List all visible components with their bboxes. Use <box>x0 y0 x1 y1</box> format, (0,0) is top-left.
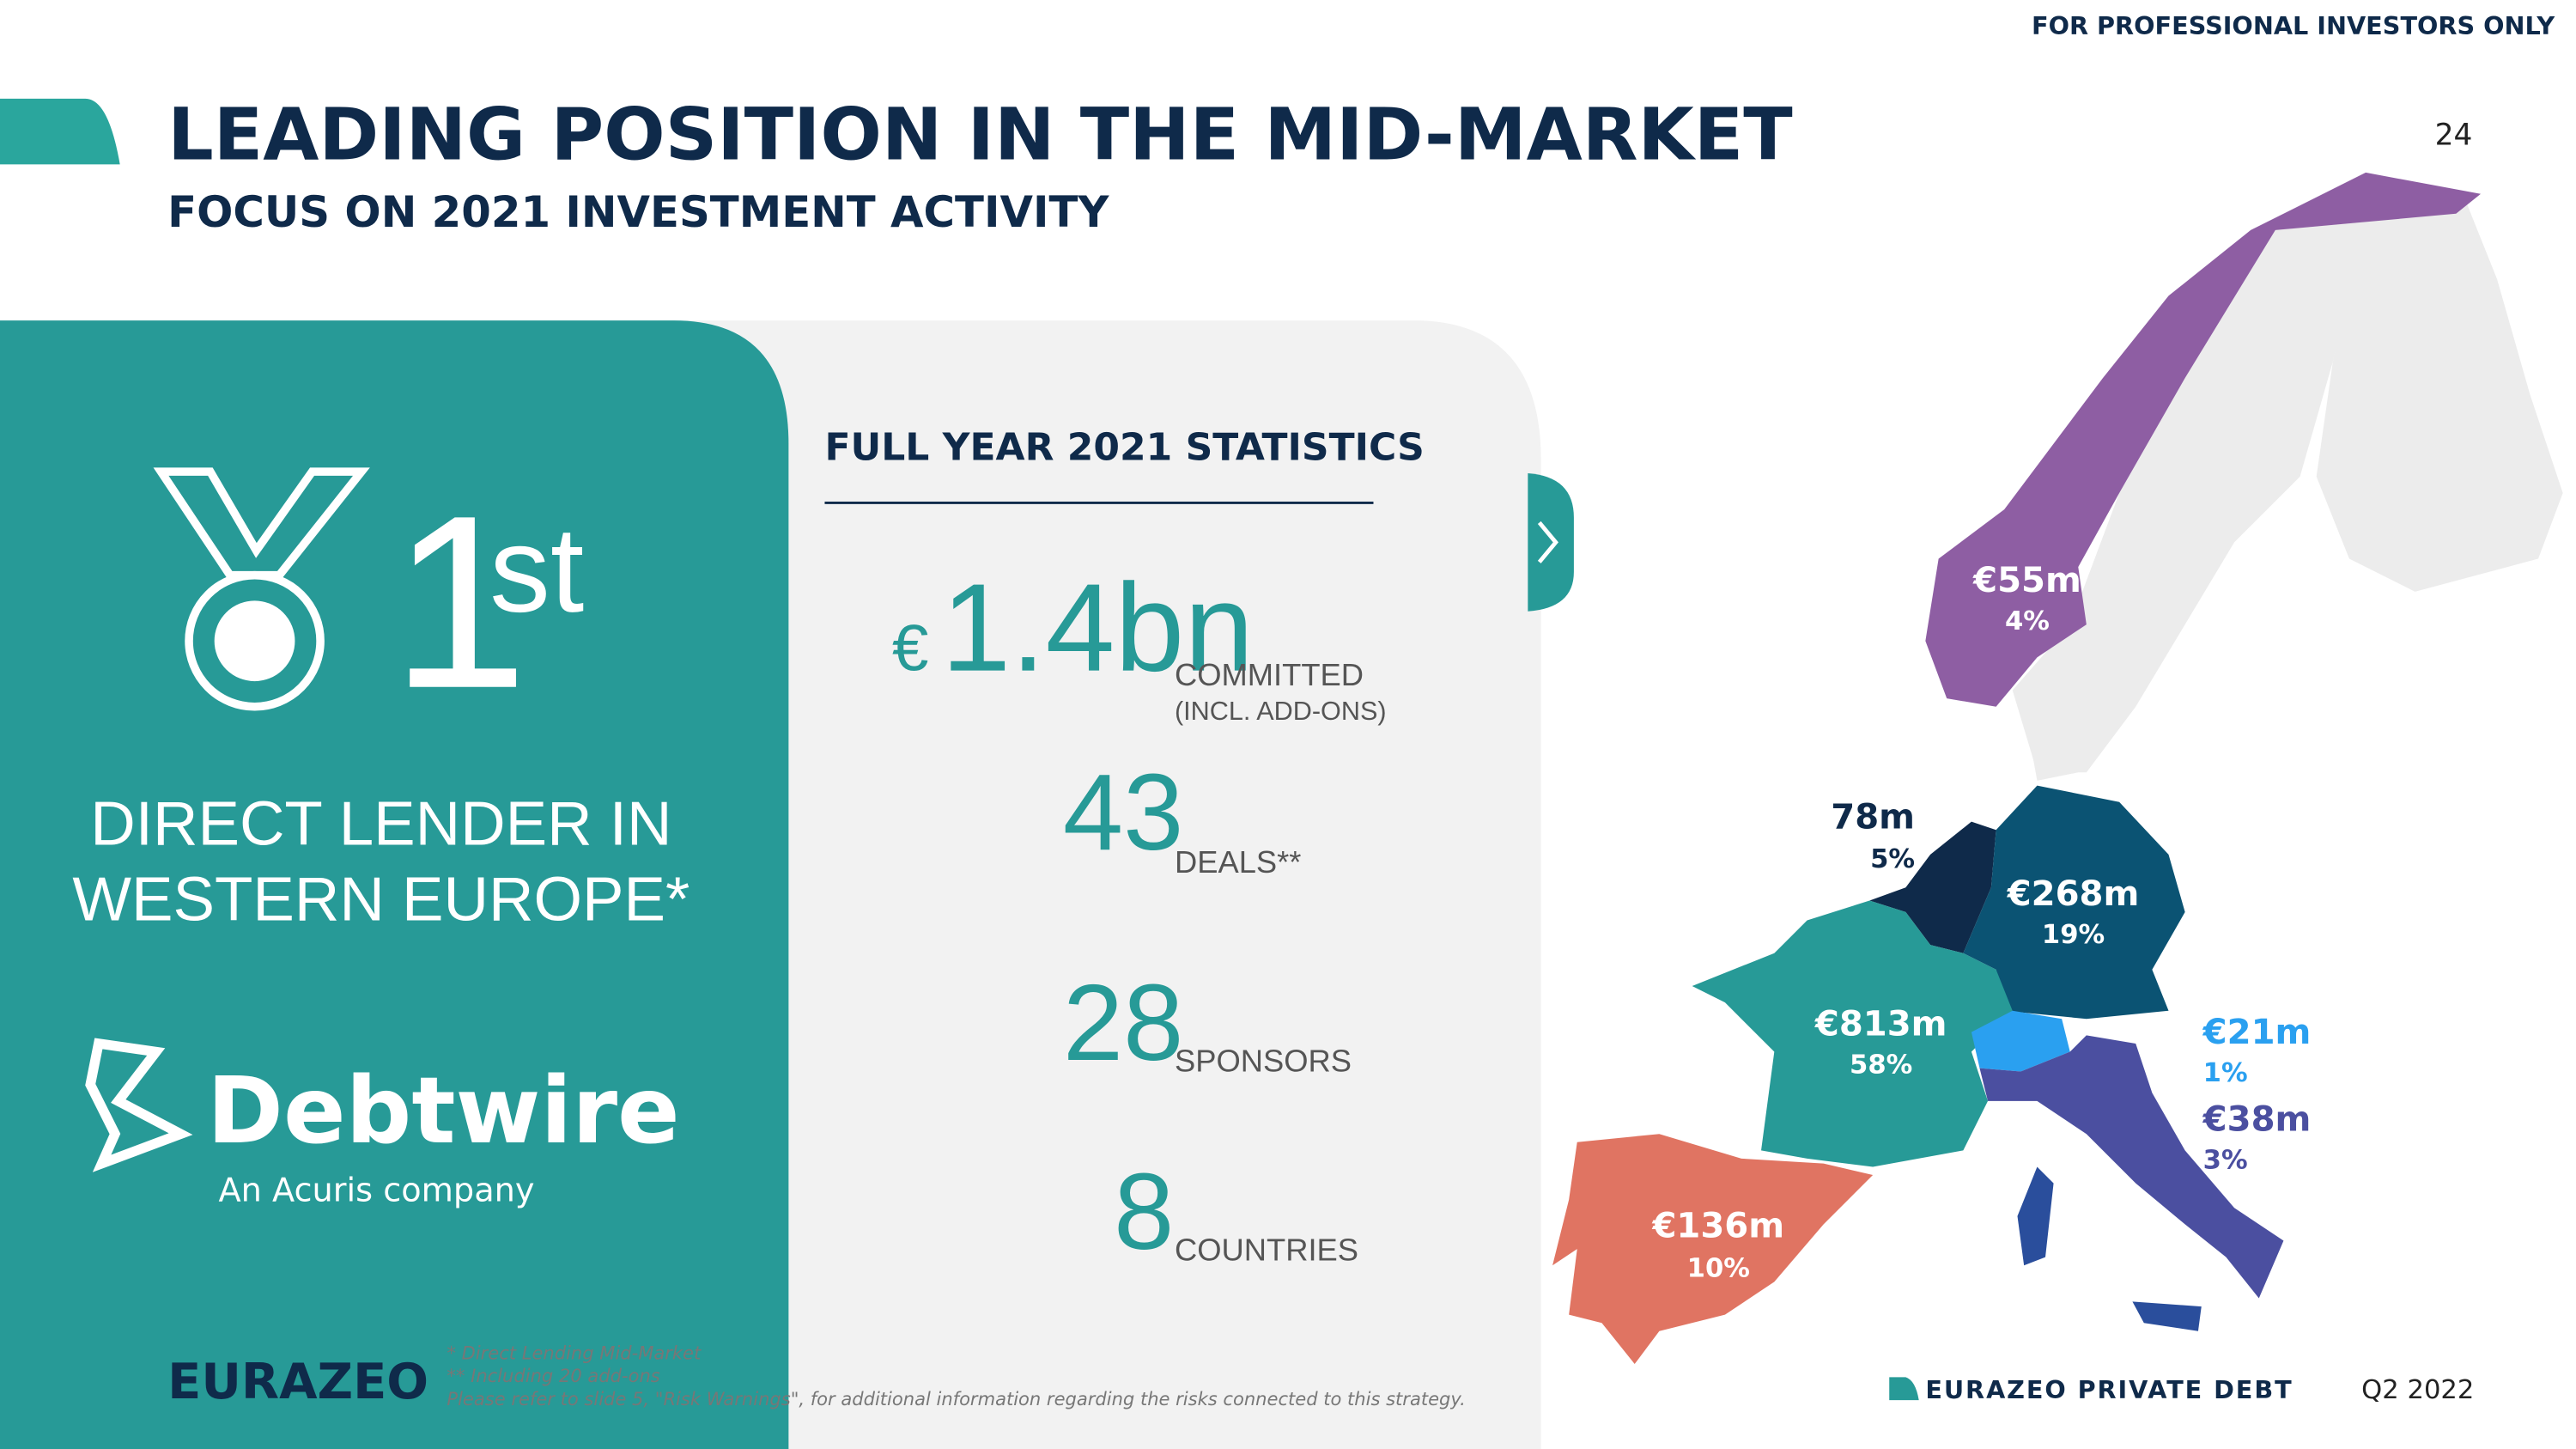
stat-value: 1.4bn <box>941 557 1254 697</box>
rank-description: WESTERN EUROPE* <box>72 864 690 934</box>
sardinia <box>2017 1166 2054 1266</box>
division-icon <box>1889 1377 1919 1401</box>
finland <box>2316 197 2563 592</box>
germany <box>1963 785 2185 1020</box>
header-tab <box>0 98 120 165</box>
notice: FOR PROFESSIONAL INVESTORS ONLY <box>2032 11 2555 40</box>
division: EURAZEO PRIVATE DEBT <box>1925 1375 2293 1404</box>
stat-note: (INCL. ADD-ONS) <box>1175 697 1387 726</box>
italy <box>1979 1035 2284 1299</box>
region-share: 19% <box>2042 920 2105 950</box>
footnote: * Direct Lending Mid-Market <box>447 1342 702 1363</box>
title: LEADING POSITION IN THE MID-MARKET <box>167 93 1793 177</box>
debtwire-icon <box>85 1038 193 1172</box>
region-amount: €813m <box>1814 1004 1947 1044</box>
stat-label: DEALS** <box>1175 844 1301 880</box>
stat-value: 43 <box>1063 752 1183 873</box>
rank-description: DIRECT LENDER IN <box>90 788 671 858</box>
stat-label: COUNTRIES <box>1175 1233 1358 1268</box>
region-share: 58% <box>1850 1050 1912 1080</box>
debtwire-tagline: An Acuris company <box>218 1172 534 1210</box>
chevron <box>1537 521 1558 563</box>
stat-currency: € <box>892 612 929 685</box>
france <box>1692 900 2013 1167</box>
map <box>1552 172 2563 1365</box>
next-tab[interactable] <box>1528 473 1574 612</box>
region-share: 1% <box>2203 1058 2248 1088</box>
stats-heading: FULL YEAR 2021 STATISTICS <box>824 426 1424 470</box>
page-number: 24 <box>2435 118 2473 152</box>
region-amount: 78m <box>1831 797 1915 837</box>
region-amount: €268m <box>2007 874 2140 914</box>
norway <box>1925 172 2482 707</box>
brand: EURAZEO <box>167 1353 428 1410</box>
denmark <box>2020 673 2079 781</box>
rank-suffix: st <box>489 502 584 638</box>
region-amount: €21m <box>2202 1013 2312 1052</box>
region-share: 4% <box>2005 606 2050 636</box>
stat-value: 28 <box>1063 962 1183 1083</box>
switzerland <box>1971 1010 2070 1072</box>
region-amount: €55m <box>1972 561 2081 600</box>
region-share: 5% <box>1870 844 1915 874</box>
region-amount: €38m <box>2202 1099 2312 1139</box>
medal-icon <box>153 467 370 711</box>
region-share: 10% <box>1687 1254 1750 1284</box>
stat-label: COMMITTED <box>1175 657 1364 692</box>
region-amount: €136m <box>1651 1207 1784 1246</box>
period: Q2 2022 <box>2361 1375 2474 1405</box>
sicily <box>2132 1301 2202 1331</box>
region-share: 3% <box>2203 1145 2248 1175</box>
benelux <box>1869 821 1996 953</box>
stat-label: SPONSORS <box>1175 1043 1352 1078</box>
debtwire-logo: Debtwire <box>207 1058 680 1165</box>
stats-panel <box>657 320 1541 1449</box>
iberia <box>1552 1134 1874 1365</box>
sweden <box>2012 222 2366 773</box>
footnote: Please refer to slide 5, "Risk Warnings"… <box>447 1388 1465 1409</box>
subtitle: FOCUS ON 2021 INVESTMENT ACTIVITY <box>167 187 1109 237</box>
rank: 1 <box>391 464 528 740</box>
stat-value: 8 <box>1114 1151 1174 1272</box>
footnote: ** Including 20 add-ons <box>447 1365 659 1386</box>
